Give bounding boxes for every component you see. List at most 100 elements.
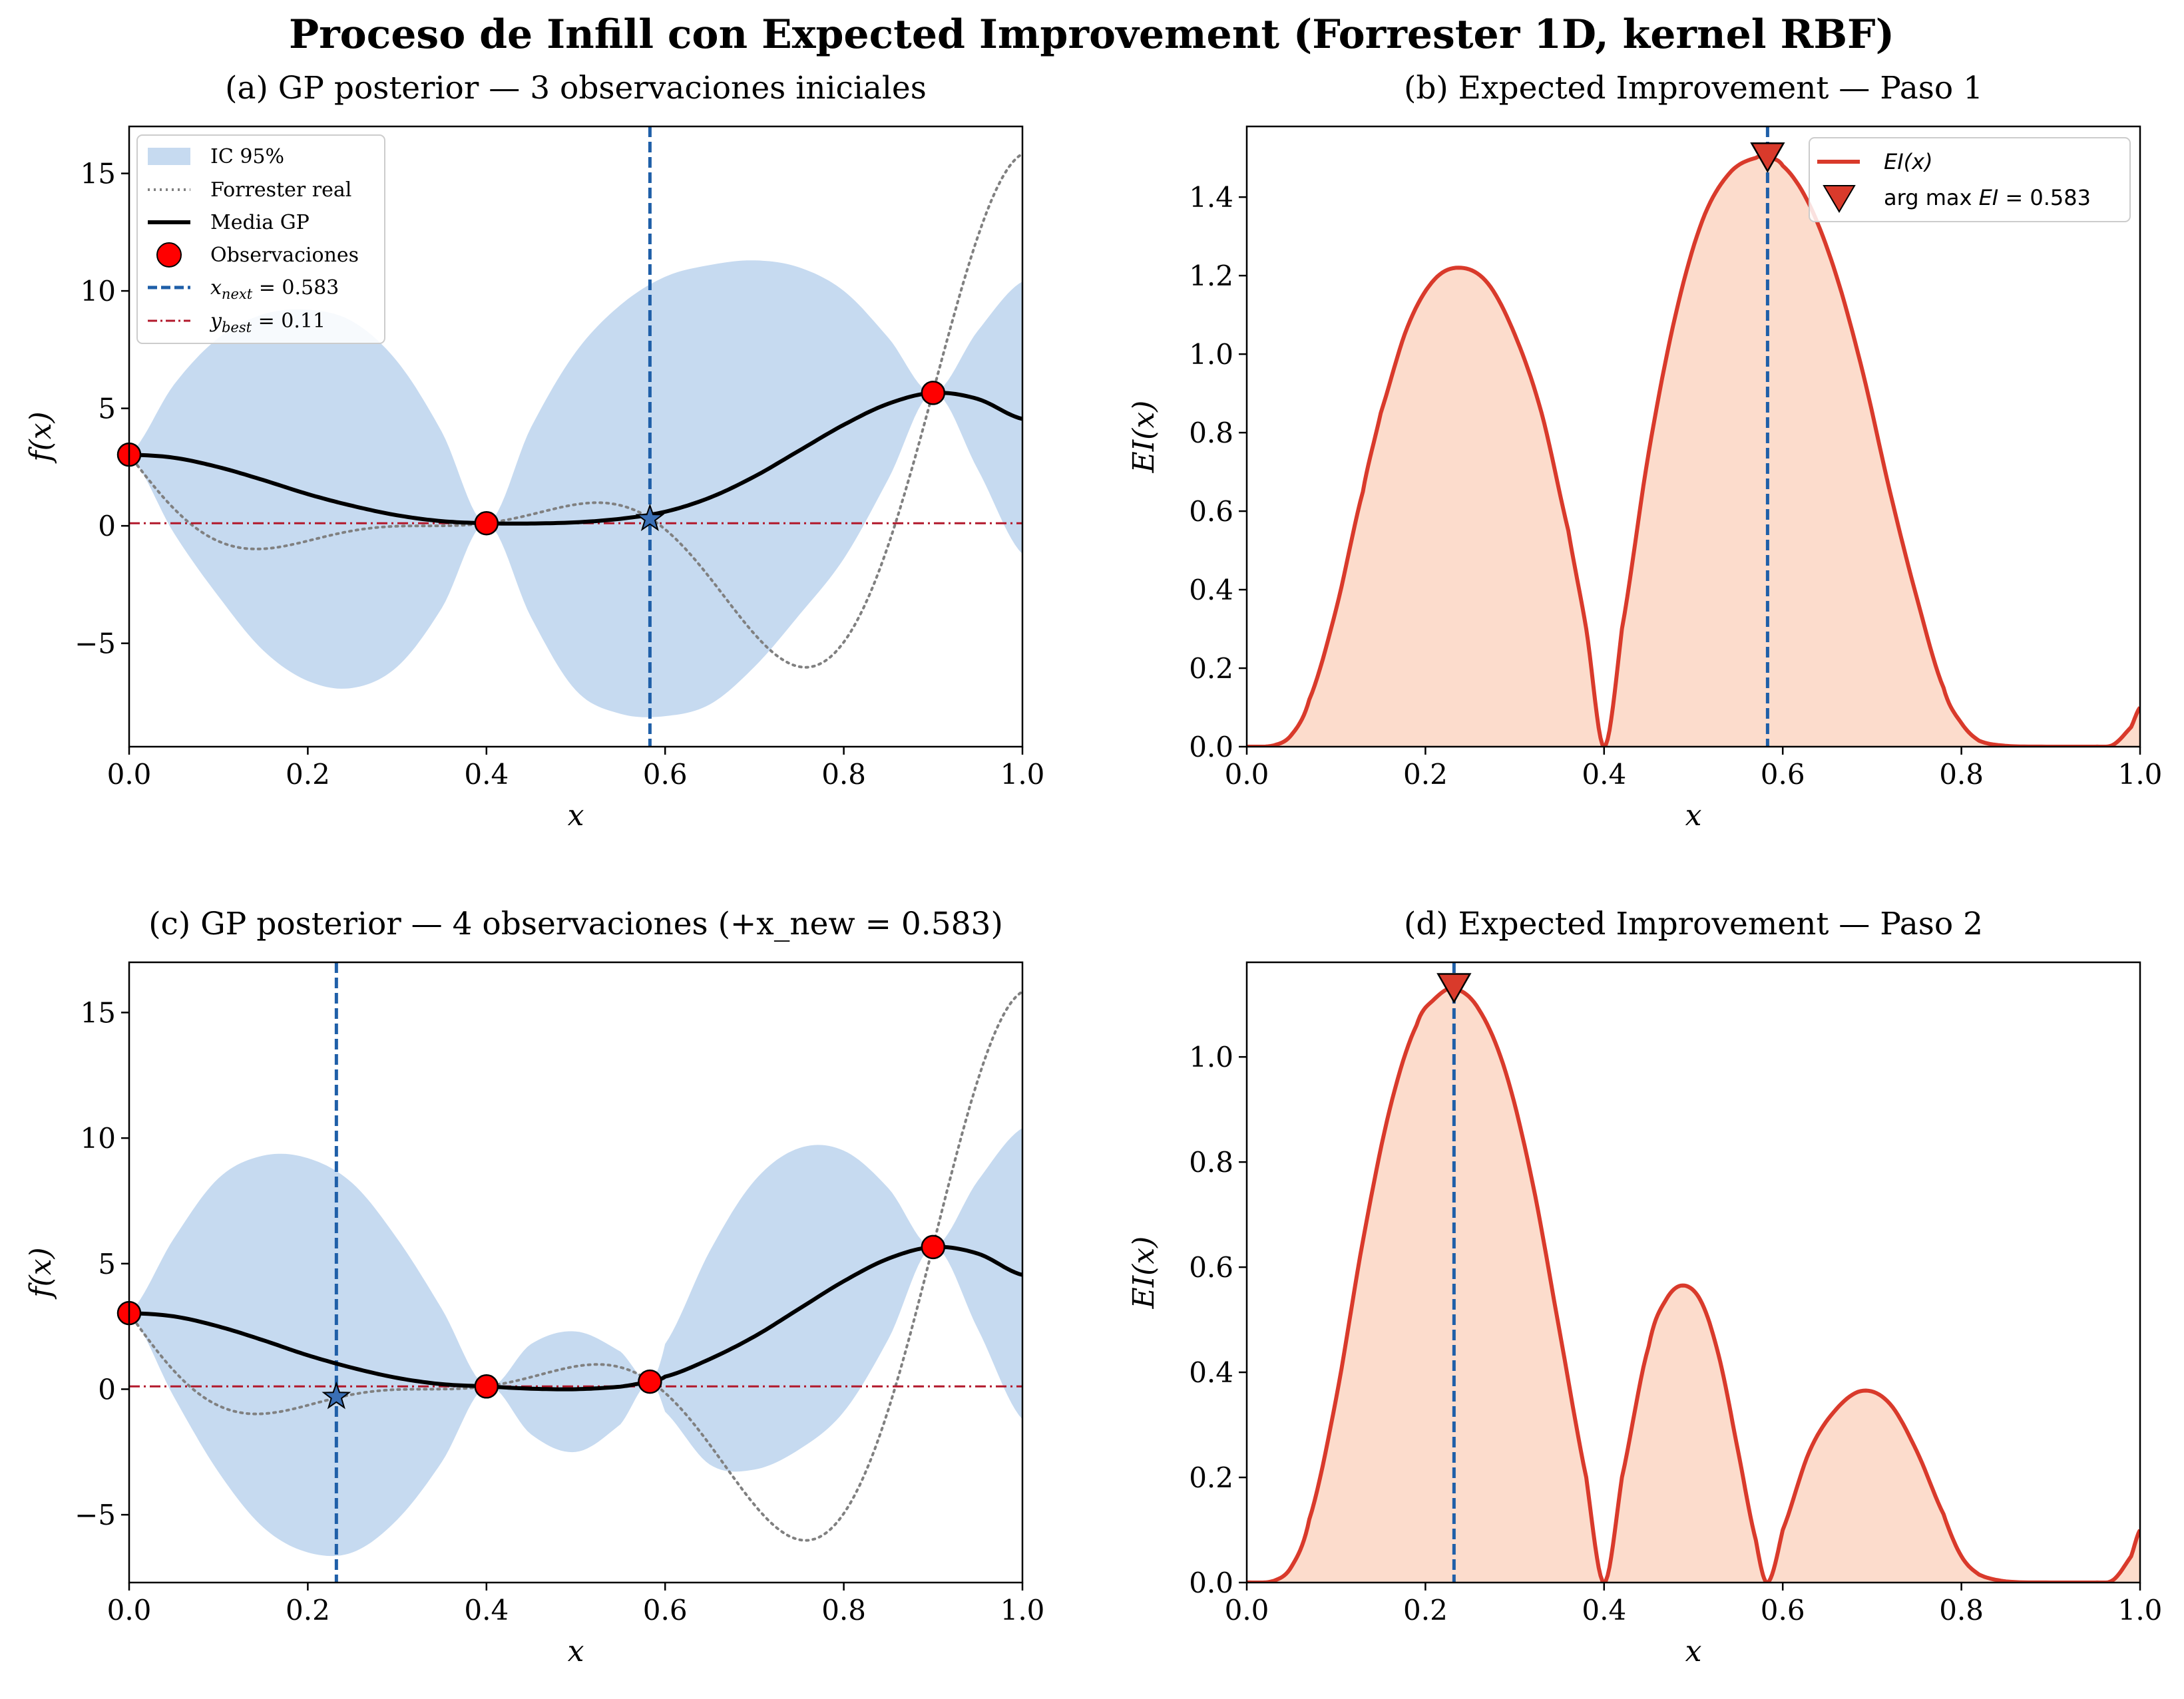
y-tick-label: 0.2 xyxy=(1189,652,1233,685)
y-tick-label: 15 xyxy=(81,996,116,1029)
y-tick-label: 0.2 xyxy=(1189,1461,1233,1494)
panel-d: 0.0 0.2 0.4 0.6 0.8 1.0 0.0 0.2 0.4 0.6 0.8 1.0 x EI(… xyxy=(1127,961,2163,1668)
argmax-marker xyxy=(1436,973,1472,1004)
panel-c-title: (c) GP posterior — 4 observaciones (+x_n… xyxy=(148,906,1003,942)
x-next-star xyxy=(322,1381,351,1410)
x-tick-label: 0.2 xyxy=(286,1594,330,1626)
y-tick-label: 0 xyxy=(98,1373,116,1406)
x-tick-label: 0.0 xyxy=(107,758,152,791)
legend-label-obs: Observaciones xyxy=(210,244,359,267)
legend-swatch-ci xyxy=(148,148,190,165)
x-tick-label: 0.0 xyxy=(1225,1594,1269,1626)
observation-point xyxy=(474,511,499,536)
x-tick-label: 0.2 xyxy=(286,758,330,791)
ei-line xyxy=(1247,986,2140,1583)
x-tick-label: 0.0 xyxy=(107,1594,152,1626)
legend-label-ci: IC 95% xyxy=(210,145,284,168)
y-tick-label: 0.8 xyxy=(1189,417,1233,449)
axes-frame xyxy=(128,125,1024,748)
x-tick-label: 0.6 xyxy=(1761,1594,1805,1626)
x-tick-label: 0.6 xyxy=(643,758,688,791)
y-tick-label: −5 xyxy=(75,1499,116,1531)
argmax-marker xyxy=(1750,142,1785,173)
ei-line xyxy=(1247,154,2140,747)
y-tick-label: 0.8 xyxy=(1189,1146,1233,1179)
observation-point xyxy=(921,1234,946,1260)
y-axis-label: EI(x) xyxy=(1127,1236,1161,1310)
y-axis-label: f(x) xyxy=(24,1247,58,1299)
plot-area-a xyxy=(129,126,1022,747)
panel-c: 0.0 0.2 0.4 0.6 0.8 1.0 −5 0 5 10 15 x f(x) xyxy=(24,961,1045,1668)
axes-frame xyxy=(128,961,1024,1584)
x-tick-label: 0.8 xyxy=(1939,1594,1984,1626)
panel-b: 0.0 0.2 0.4 0.6 0.8 1.0 0.0 0.2 0.4 0.6 0.8 1.0 1.2 1… xyxy=(1127,125,2163,833)
plot-area-d xyxy=(1247,962,2140,1583)
gp-mean-line xyxy=(129,391,1022,526)
x-tick-label: 1.0 xyxy=(1000,758,1045,791)
ei-area xyxy=(1247,988,2140,1583)
x-tick-label: 1.0 xyxy=(2118,1594,2163,1626)
legend-label-best: ybest = 0.11 xyxy=(209,309,326,335)
observation-point xyxy=(921,381,946,405)
x-tick-label: 0.0 xyxy=(1225,758,1269,791)
legend-label-ei: EI(x) xyxy=(1884,149,1933,174)
gp-mean-line xyxy=(129,1244,1022,1392)
y-tick-label: 1.2 xyxy=(1189,260,1233,292)
legend-swatch-obs xyxy=(156,242,182,268)
x-next-star xyxy=(635,503,665,532)
y-tick-label: 0.6 xyxy=(1189,1251,1233,1284)
legend-label-next: xnext = 0.583 xyxy=(210,276,339,302)
x-tick-label: 0.4 xyxy=(1582,758,1626,791)
x-tick-label: 0.4 xyxy=(464,758,509,791)
y-tick-label: 10 xyxy=(81,1122,116,1155)
y-tick-label: 0.0 xyxy=(1189,1567,1233,1599)
panel-d-title: (d) Expected Improvement — Paso 2 xyxy=(1404,906,1983,942)
x-tick-label: 0.4 xyxy=(1582,1594,1626,1626)
y-tick-label: 0.0 xyxy=(1189,731,1233,763)
ci-band xyxy=(129,1128,1022,1557)
forrester-true-line xyxy=(129,152,1022,669)
y-tick-label: 0 xyxy=(98,510,116,542)
x-axis-label: x xyxy=(1685,799,1702,833)
x-tick-label: 0.8 xyxy=(821,758,866,791)
panel-b-title: (b) Expected Improvement — Paso 1 xyxy=(1404,70,1983,106)
legend-label-mean: Media GP xyxy=(210,211,310,234)
plot-area-c xyxy=(129,962,1022,1583)
x-axis-label: x xyxy=(1685,1634,1702,1668)
y-tick-label: 5 xyxy=(98,393,116,425)
y-tick-label: 1.0 xyxy=(1189,338,1233,371)
x-tick-label: 0.2 xyxy=(1403,1594,1448,1626)
legend-label-true: Forrester real xyxy=(210,178,351,202)
legend-swatch-argmax xyxy=(1823,185,1856,213)
plot-area-b xyxy=(1247,126,2140,747)
y-tick-label: 0.4 xyxy=(1189,1356,1233,1389)
x-tick-label: 1.0 xyxy=(2118,758,2163,791)
x-tick-label: 0.8 xyxy=(821,1594,866,1626)
y-axis-label: f(x) xyxy=(24,411,58,463)
y-tick-label: −5 xyxy=(75,628,116,660)
x-tick-label: 0.6 xyxy=(643,1594,688,1626)
y-axis-label: EI(x) xyxy=(1127,401,1161,474)
observation-point xyxy=(474,1374,499,1399)
x-axis-label: x xyxy=(568,799,584,833)
panel-a: 0.0 0.2 0.4 0.6 0.8 1.0 −5 0 5 10 15 x f(x) xyxy=(24,125,1045,833)
axes-frame xyxy=(1245,961,2141,1584)
figure-title: Proceso de Infill con Expected Improveme… xyxy=(289,11,1894,58)
y-tick-label: 1.4 xyxy=(1189,181,1233,214)
y-tick-label: 1.0 xyxy=(1189,1041,1233,1073)
y-tick-label: 0.4 xyxy=(1189,574,1233,606)
observation-point xyxy=(638,1369,662,1394)
legend-a: IC 95% Forrester real Media GP Observaci… xyxy=(136,134,385,344)
axes-frame xyxy=(1245,125,2141,748)
ci-band xyxy=(129,260,1022,717)
x-tick-label: 0.4 xyxy=(464,1594,509,1626)
y-tick-label: 15 xyxy=(81,158,116,190)
x-tick-label: 1.0 xyxy=(1000,1594,1045,1626)
x-tick-label: 0.8 xyxy=(1939,758,1984,791)
y-tick-label: 0.6 xyxy=(1189,495,1233,528)
legend-b: EI(x) arg max EI = 0.583 xyxy=(1809,137,2131,222)
x-axis-label: x xyxy=(568,1634,584,1668)
y-tick-label: 10 xyxy=(81,275,116,307)
forrester-true-line xyxy=(129,990,1022,1542)
